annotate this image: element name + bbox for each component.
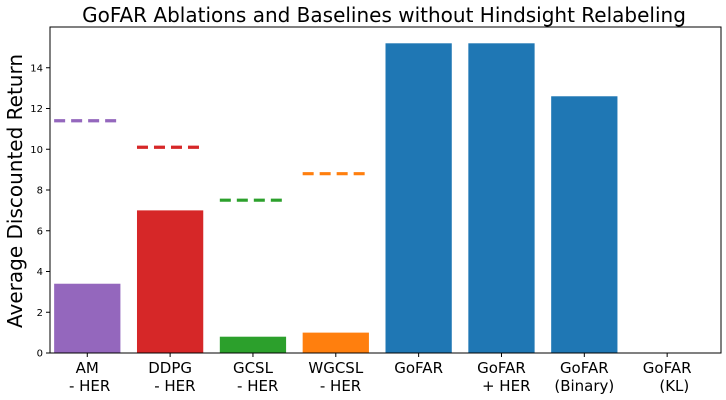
bar-6	[551, 96, 618, 354]
y-tick-label: 2	[37, 308, 43, 319]
bar-4	[385, 43, 452, 354]
y-tick-label: 6	[37, 226, 43, 237]
bar-5	[468, 43, 535, 354]
chart-title: GoFAR Ablations and Baselines without Hi…	[82, 3, 686, 27]
x-tick-label: GoFAR	[394, 359, 443, 377]
x-tick-label: GoFAR + HER	[472, 359, 530, 395]
y-tick-label: 14	[30, 63, 43, 74]
plot-area: 0 2 4 6 8 10 12 14 AM - HER DDPG - HER GCSL - HER W…	[30, 26, 722, 395]
y-tick-label: 8	[37, 186, 43, 197]
bar-2	[219, 336, 287, 353]
y-tick-label: 0	[37, 349, 43, 360]
bar-0	[54, 283, 121, 353]
y-axis-label: Average Discounted Return	[3, 54, 27, 328]
x-tick-label: GCSL - HER	[228, 359, 279, 395]
bar-3	[302, 332, 369, 353]
x-tick-label: WGCSL - HER	[308, 359, 363, 395]
x-tick-label: GoFAR (Binary)	[554, 359, 614, 395]
y-tick-label: 12	[30, 104, 43, 115]
y-tick-label: 4	[37, 267, 43, 278]
x-tick-label: AM - HER	[64, 359, 110, 395]
bar-1	[136, 210, 204, 353]
x-tick-label: GoFAR (KL)	[643, 359, 692, 395]
y-tick-label: 10	[30, 145, 43, 156]
x-tick-label: DDPG - HER	[145, 359, 196, 395]
